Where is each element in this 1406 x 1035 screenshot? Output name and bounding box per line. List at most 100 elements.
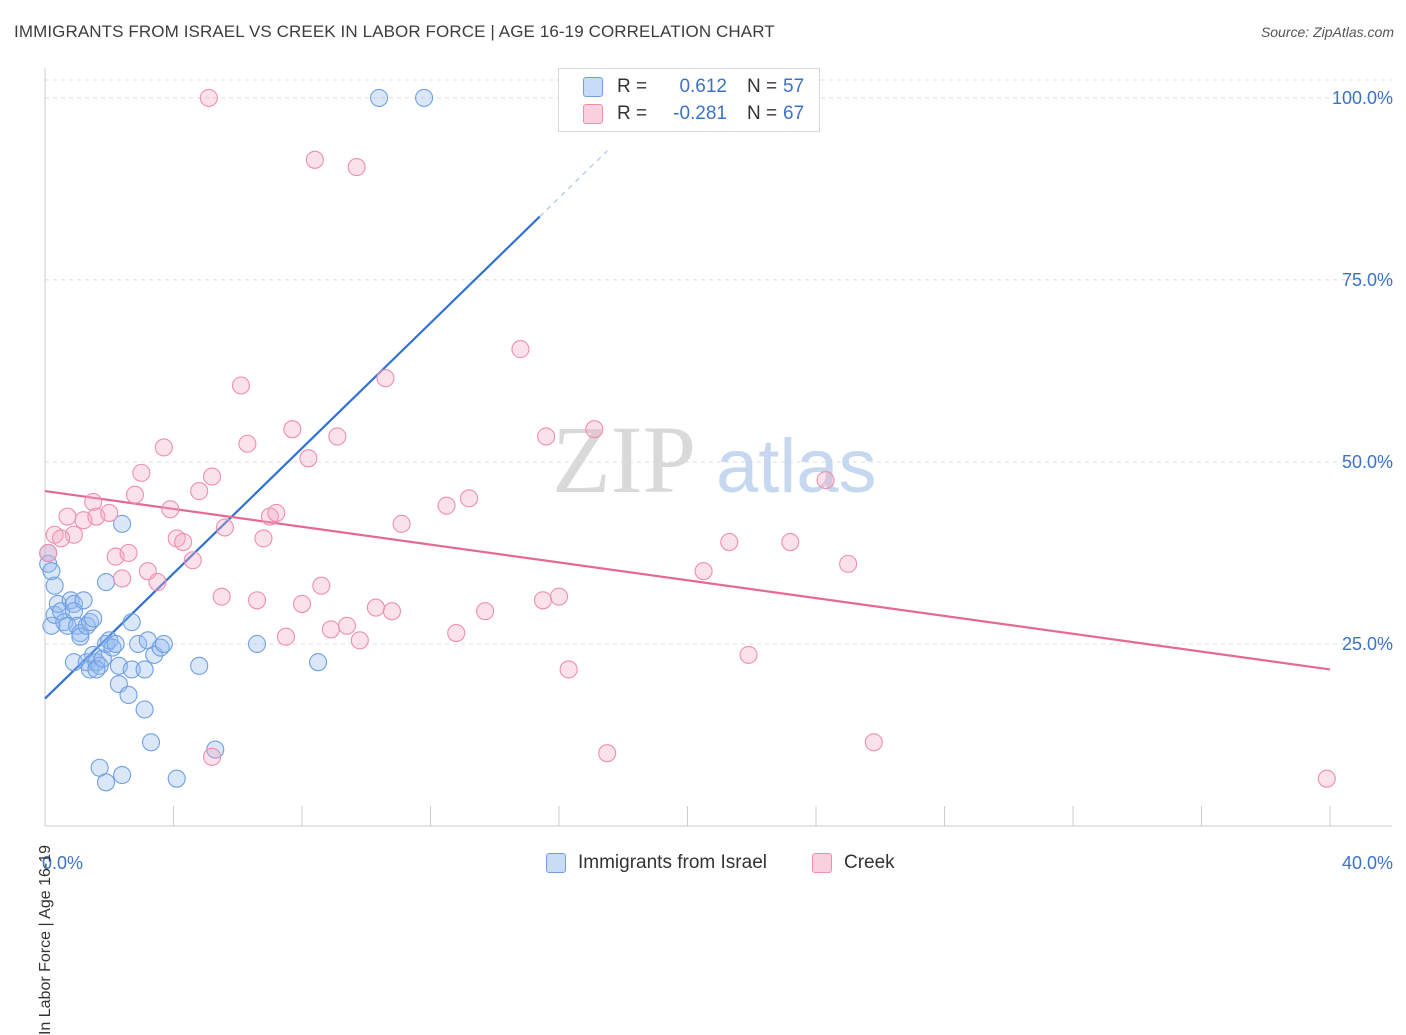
watermark-atlas: atlas (716, 424, 877, 509)
data-point-creek (174, 532, 193, 552)
data-point-creek (337, 616, 357, 635)
data-point-creek (437, 496, 456, 515)
data-point-creek (347, 158, 366, 177)
x-tick-label: 40.0% (1342, 853, 1393, 873)
source-label: Source: ZipAtlas.com (1260, 24, 1394, 40)
data-point-creek (321, 620, 340, 639)
data-point-creek (559, 660, 578, 679)
data-point-creek (161, 500, 180, 519)
data-point-israel (106, 634, 125, 654)
y-tick-label: 25.0% (1342, 634, 1393, 654)
data-point-creek (366, 598, 385, 617)
data-point-israel (71, 627, 90, 646)
data-point-creek (125, 485, 144, 504)
trend-line-creek (44, 489, 1331, 671)
legend-row-israel: R = 0.612 N = 57 (583, 75, 804, 99)
data-point-creek (585, 420, 604, 439)
bottom-legend: Immigrants from Israel Creek (0, 852, 1406, 876)
data-point-creek (183, 551, 202, 570)
data-point-creek (864, 733, 883, 752)
data-point-creek (267, 503, 286, 522)
data-point-israel (122, 613, 141, 632)
data-point-israel (135, 700, 154, 719)
data-point-creek (720, 532, 739, 552)
legend-r-label: R = (617, 76, 648, 97)
data-point-creek (447, 624, 466, 643)
data-point-creek (283, 420, 302, 439)
data-point-creek (350, 631, 369, 650)
bottom-legend-creek: Creek (812, 852, 895, 874)
watermark-zip: ZIP (552, 406, 696, 513)
data-point-israel (87, 660, 106, 679)
data-point-israel (167, 769, 186, 788)
data-point-israel (84, 609, 103, 628)
data-point-creek (781, 532, 800, 552)
data-point-creek (382, 602, 402, 621)
data-point-creek (247, 591, 267, 610)
data-point-creek (52, 529, 71, 548)
data-point-creek (312, 576, 331, 595)
data-point-creek (739, 645, 758, 664)
data-point-creek (1317, 769, 1336, 788)
trend-line-israel (44, 215, 541, 700)
data-point-israel (64, 653, 83, 672)
data-point-israel (113, 765, 132, 785)
data-point-creek (839, 554, 858, 573)
legend-r-value-israel: 0.612 (679, 76, 727, 97)
bottom-legend-label-creek: Creek (844, 852, 895, 873)
legend-row-creek: R = -0.281 N = 67 (583, 102, 804, 126)
legend-r-value-creek: -0.281 (673, 103, 727, 124)
data-point-creek (511, 340, 530, 359)
legend-n-value-israel: 57 (783, 76, 805, 97)
bottom-legend-label-israel: Immigrants from Israel (578, 852, 767, 873)
data-point-creek (476, 602, 495, 621)
data-point-creek (113, 569, 132, 588)
data-point-israel (96, 773, 116, 792)
data-point-creek (148, 573, 167, 592)
data-point-israel (135, 660, 154, 679)
scatter-chart: ZIP atlas 100.0% 75.0% 50.0% 25.0% 0.0% 40.0% (39, 68, 1393, 873)
data-point-creek (299, 449, 318, 468)
data-point-israel (64, 594, 83, 613)
bottom-legend-swatch-israel (546, 853, 566, 873)
data-point-israel (141, 733, 161, 752)
data-point-creek (203, 467, 222, 486)
data-point-israel (247, 634, 267, 654)
trend-line-israel-extension (539, 150, 608, 218)
data-point-creek (292, 594, 312, 613)
data-point-israel (113, 514, 132, 533)
data-point-creek (199, 88, 218, 107)
data-point-creek (238, 434, 257, 453)
legend-swatch-creek (583, 104, 603, 124)
trend-lines (44, 150, 1331, 700)
y-tick-label: 75.0% (1342, 270, 1393, 290)
data-point-creek (305, 150, 324, 169)
data-point-creek (533, 591, 552, 610)
data-point-israel (96, 573, 116, 592)
data-point-creek (598, 744, 617, 763)
chart-title: IMMIGRANTS FROM ISRAEL VS CREEK IN LABOR… (14, 22, 775, 41)
data-point-israel (119, 685, 138, 704)
data-point-israel (80, 660, 100, 679)
data-point-creek (254, 529, 273, 548)
data-point-creek (215, 518, 234, 537)
data-point-israel (370, 88, 389, 107)
data-point-israel (45, 576, 64, 595)
data-point-creek (154, 438, 173, 457)
data-point-creek (276, 627, 295, 646)
data-point-creek (212, 587, 231, 606)
data-point-israel (309, 653, 328, 672)
data-point-creek (549, 587, 569, 606)
data-point-israel (129, 634, 148, 654)
legend-swatch-israel (583, 77, 603, 97)
data-point-creek (537, 427, 556, 446)
data-point-creek (328, 427, 347, 446)
watermark: ZIP atlas (552, 406, 877, 513)
tick-labels: 100.0% 75.0% 50.0% 25.0% 0.0% 40.0% (42, 88, 1393, 873)
data-points (39, 88, 1336, 792)
x-tick-label: 0.0% (42, 853, 83, 873)
axes (44, 68, 1392, 827)
legend-n-value-creek: 67 (783, 103, 805, 124)
data-point-creek (376, 369, 395, 388)
bottom-legend-israel: Immigrants from Israel (546, 852, 767, 874)
